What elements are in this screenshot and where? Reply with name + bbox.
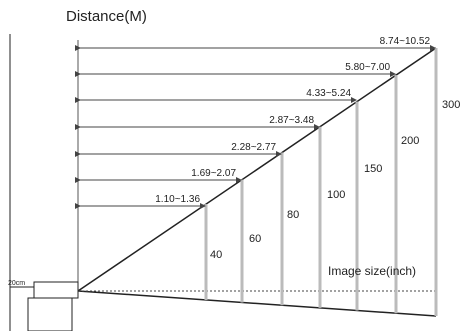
distance-label-40: 1.10~1.36 bbox=[155, 194, 200, 205]
distance-label-80: 2.28~2.77 bbox=[231, 142, 276, 153]
distance-label-300: 8.74~10.52 bbox=[380, 36, 431, 47]
beam-top-edge bbox=[77, 47, 437, 292]
size-label-200: 200 bbox=[401, 135, 419, 147]
distance-label-100: 2.87~3.48 bbox=[269, 115, 314, 126]
distance-label-60: 1.69~2.07 bbox=[191, 168, 236, 179]
beam-bottom-edge bbox=[77, 290, 437, 317]
size-axis-label: Image size(inch) bbox=[328, 264, 416, 278]
offset-label: 20cm bbox=[8, 280, 25, 287]
size-label-80: 80 bbox=[287, 209, 299, 221]
projector-stand bbox=[27, 297, 73, 331]
size-label-100: 100 bbox=[327, 189, 345, 201]
size-labels: 40 60 80 100 150 200 300 bbox=[210, 99, 460, 261]
distance-arrows: 1.10~1.36 1.69~2.07 2.28~2.77 2.87~3.48 4.33… bbox=[75, 36, 436, 209]
size-label-40: 40 bbox=[210, 249, 222, 261]
screen-bars bbox=[204, 48, 438, 316]
size-label-300: 300 bbox=[442, 99, 460, 111]
projector bbox=[33, 281, 79, 299]
distance-label-150: 4.33~5.24 bbox=[306, 88, 351, 99]
diagram-title: Distance(M) bbox=[66, 8, 147, 25]
distance-label-200: 5.80~7.00 bbox=[345, 62, 390, 73]
size-label-60: 60 bbox=[249, 233, 261, 245]
size-label-150: 150 bbox=[364, 163, 382, 175]
